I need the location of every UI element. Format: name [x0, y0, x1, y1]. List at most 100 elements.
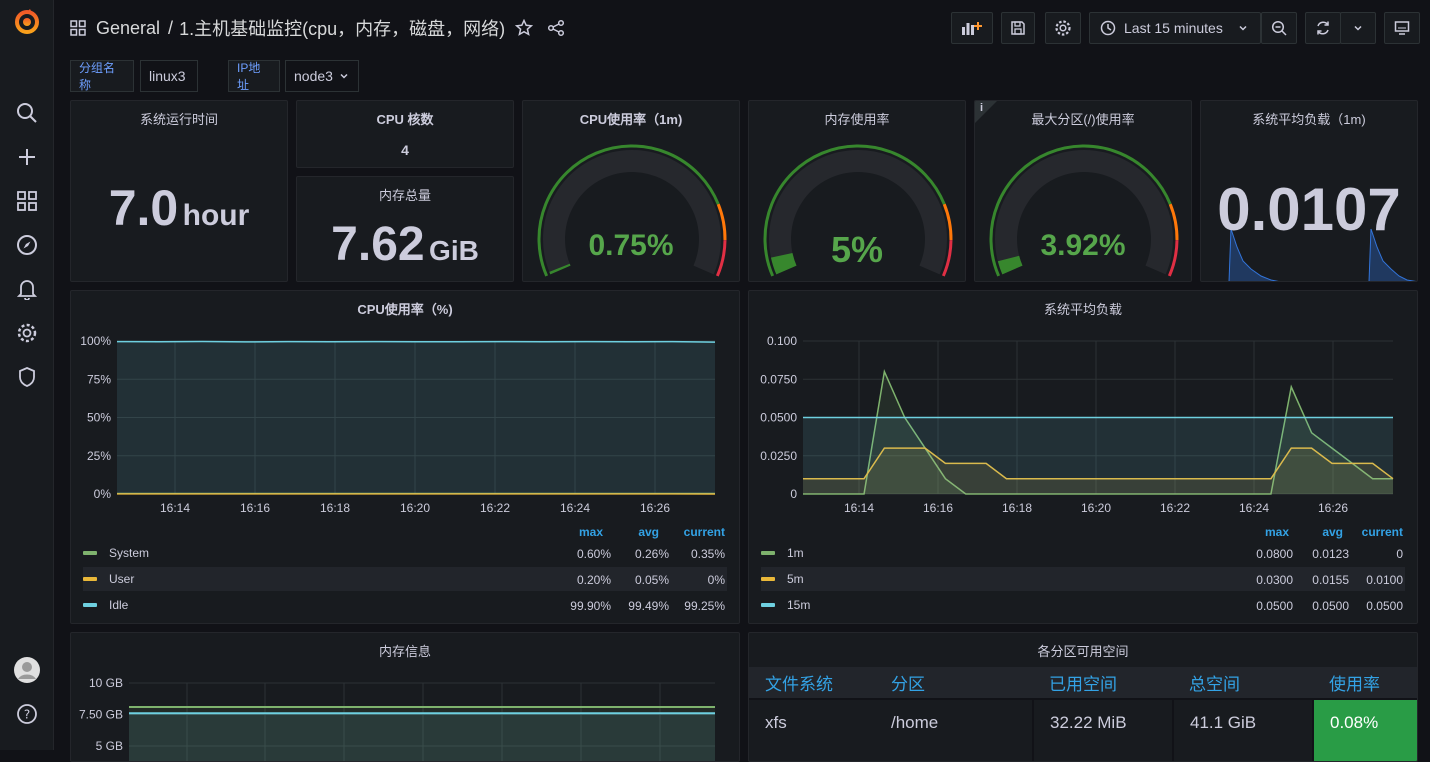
x-tick-label: 16:16 [240, 501, 270, 515]
legend-name: Idle [109, 598, 128, 612]
legend-header-max: max [1237, 525, 1289, 539]
legend-avg: 0.0123 [1293, 547, 1349, 561]
save-dashboard-button[interactable] [1001, 12, 1035, 44]
table-cell-usage-pct: 0.08% [1313, 699, 1418, 745]
x-tick-label: 16:14 [844, 501, 874, 515]
legend-avg: 0.0155 [1293, 573, 1349, 587]
panel-title: CPU使用率（%) [71, 299, 739, 318]
panel-cpu-usage-gauge[interactable]: CPU使用率（1m) 0.75% [522, 100, 740, 282]
cpu-usage-value: 0.75% [523, 229, 739, 263]
alerting-bell-icon[interactable] [13, 275, 41, 303]
legend-max: 0.0300 [1233, 573, 1293, 587]
time-range-label: Last 15 minutes [1124, 20, 1223, 36]
plus-icon[interactable] [13, 143, 41, 171]
legend-item-5m[interactable]: 5m [761, 567, 804, 591]
search-icon[interactable] [13, 99, 41, 127]
disk-usage-value: 3.92% [975, 229, 1191, 263]
legend-swatch [83, 577, 97, 581]
uptime-unit: hour [183, 199, 250, 232]
y-tick-label: 5 GB [96, 739, 123, 753]
mem-series-area [129, 713, 715, 762]
panel-load1[interactable]: 系统平均负载（1m) 0.0107 [1200, 100, 1418, 282]
panel-uptime[interactable]: 系统运行时间 7.0 hour [70, 100, 288, 282]
clock-icon [1100, 20, 1116, 36]
dashboard-title[interactable]: 1.主机基础监控(cpu，内存，磁盘，网络) [179, 15, 505, 41]
variable-select-group[interactable]: linux3 [140, 60, 198, 92]
column-header[interactable]: 已用空间 [1033, 667, 1173, 699]
column-header[interactable]: 使用率 [1313, 667, 1418, 699]
x-tick-label: 16:22 [480, 501, 510, 515]
mem-usage-value: 5% [749, 229, 965, 271]
grafana-logo-icon[interactable] [13, 8, 41, 36]
legend-item-1m[interactable]: 1m [761, 541, 804, 565]
legend-max: 99.90% [551, 599, 611, 613]
x-tick-label: 16:20 [400, 501, 430, 515]
variable-label-ip: IP地址 [228, 60, 280, 92]
zoom-out-icon [1271, 20, 1287, 36]
dashboards-icon[interactable] [13, 187, 41, 215]
star-icon[interactable] [515, 19, 533, 37]
y-tick-label: 0.0500 [760, 411, 797, 425]
legend-swatch [761, 577, 775, 581]
y-tick-label: 0.0750 [760, 372, 797, 386]
panel-cpu-cores[interactable]: CPU 核数 4 [296, 100, 514, 168]
y-tick-label: 10 GB [89, 676, 123, 690]
table-cell-mount: /home [875, 699, 1033, 745]
explore-compass-icon[interactable] [13, 231, 41, 259]
add-panel-icon [961, 20, 983, 36]
column-header[interactable]: 文件系统 [749, 667, 875, 699]
refresh-button[interactable] [1305, 12, 1341, 44]
help-icon[interactable]: ? [13, 700, 41, 728]
table-row-partial [749, 745, 1418, 762]
shield-icon[interactable] [13, 363, 41, 391]
disk-space-table: 文件系统 分区 已用空间 总空间 使用率 xfs /home 32.22 MiB… [749, 667, 1418, 762]
monitor-icon [1394, 20, 1410, 36]
legend-name: 5m [787, 572, 804, 586]
legend-current: 0.35% [669, 547, 725, 561]
legend-max: 0.60% [551, 547, 611, 561]
panel-mem-total[interactable]: 内存总量 7.62 GiB [296, 176, 514, 282]
legend-header-max: max [551, 525, 603, 539]
legend-current: 0.0100 [1349, 573, 1403, 587]
tv-mode-button[interactable] [1384, 12, 1420, 44]
legend-max: 0.20% [551, 573, 611, 587]
column-header[interactable]: 分区 [875, 667, 1033, 699]
zoom-out-button[interactable] [1261, 12, 1297, 44]
refresh-interval-dropdown[interactable] [1340, 12, 1376, 44]
top-navbar: General / 1.主机基础监控(cpu，内存，磁盘，网络) Last 15… [54, 0, 1430, 56]
x-tick-label: 16:16 [923, 501, 953, 515]
legend-item-15m[interactable]: 15m [761, 593, 810, 617]
x-tick-label: 16:18 [1002, 501, 1032, 515]
svg-text:?: ? [24, 708, 30, 722]
legend-item-system[interactable]: System [83, 541, 149, 565]
time-picker-button[interactable]: Last 15 minutes [1089, 12, 1261, 44]
mem-total-value: 7.62 [331, 218, 424, 271]
add-panel-button[interactable] [951, 12, 993, 44]
legend-avg: 99.49% [611, 599, 669, 613]
panel-mem-usage-gauge[interactable]: 内存使用率 5% [748, 100, 966, 282]
dashboard-settings-button[interactable] [1045, 12, 1081, 44]
legend-avg: 0.26% [611, 547, 669, 561]
panel-disk-usage-gauge[interactable]: i 最大分区(/)使用率 3.92% [974, 100, 1192, 282]
breadcrumb-folder[interactable]: General [96, 18, 160, 39]
legend-current: 0 [1349, 547, 1403, 561]
x-tick-label: 16:26 [640, 501, 670, 515]
panel-title: 各分区可用空间 [749, 641, 1417, 660]
settings-gear-icon[interactable] [13, 319, 41, 347]
panel-disk-space[interactable]: 各分区可用空间 文件系统 分区 已用空间 总空间 使用率 xfs /home 3… [748, 632, 1418, 762]
user-avatar-icon[interactable] [13, 656, 41, 684]
variable-select-ip[interactable]: node3 [285, 60, 359, 92]
panel-title: 系统运行时间 [71, 109, 287, 128]
legend-item-user[interactable]: User [83, 567, 134, 591]
column-header[interactable]: 总空间 [1173, 667, 1313, 699]
legend-swatch [83, 551, 97, 555]
chevron-down-icon [1353, 23, 1363, 33]
share-icon[interactable] [547, 19, 565, 37]
y-tick-label: 100% [80, 334, 111, 348]
legend-item-idle[interactable]: Idle [83, 593, 128, 617]
